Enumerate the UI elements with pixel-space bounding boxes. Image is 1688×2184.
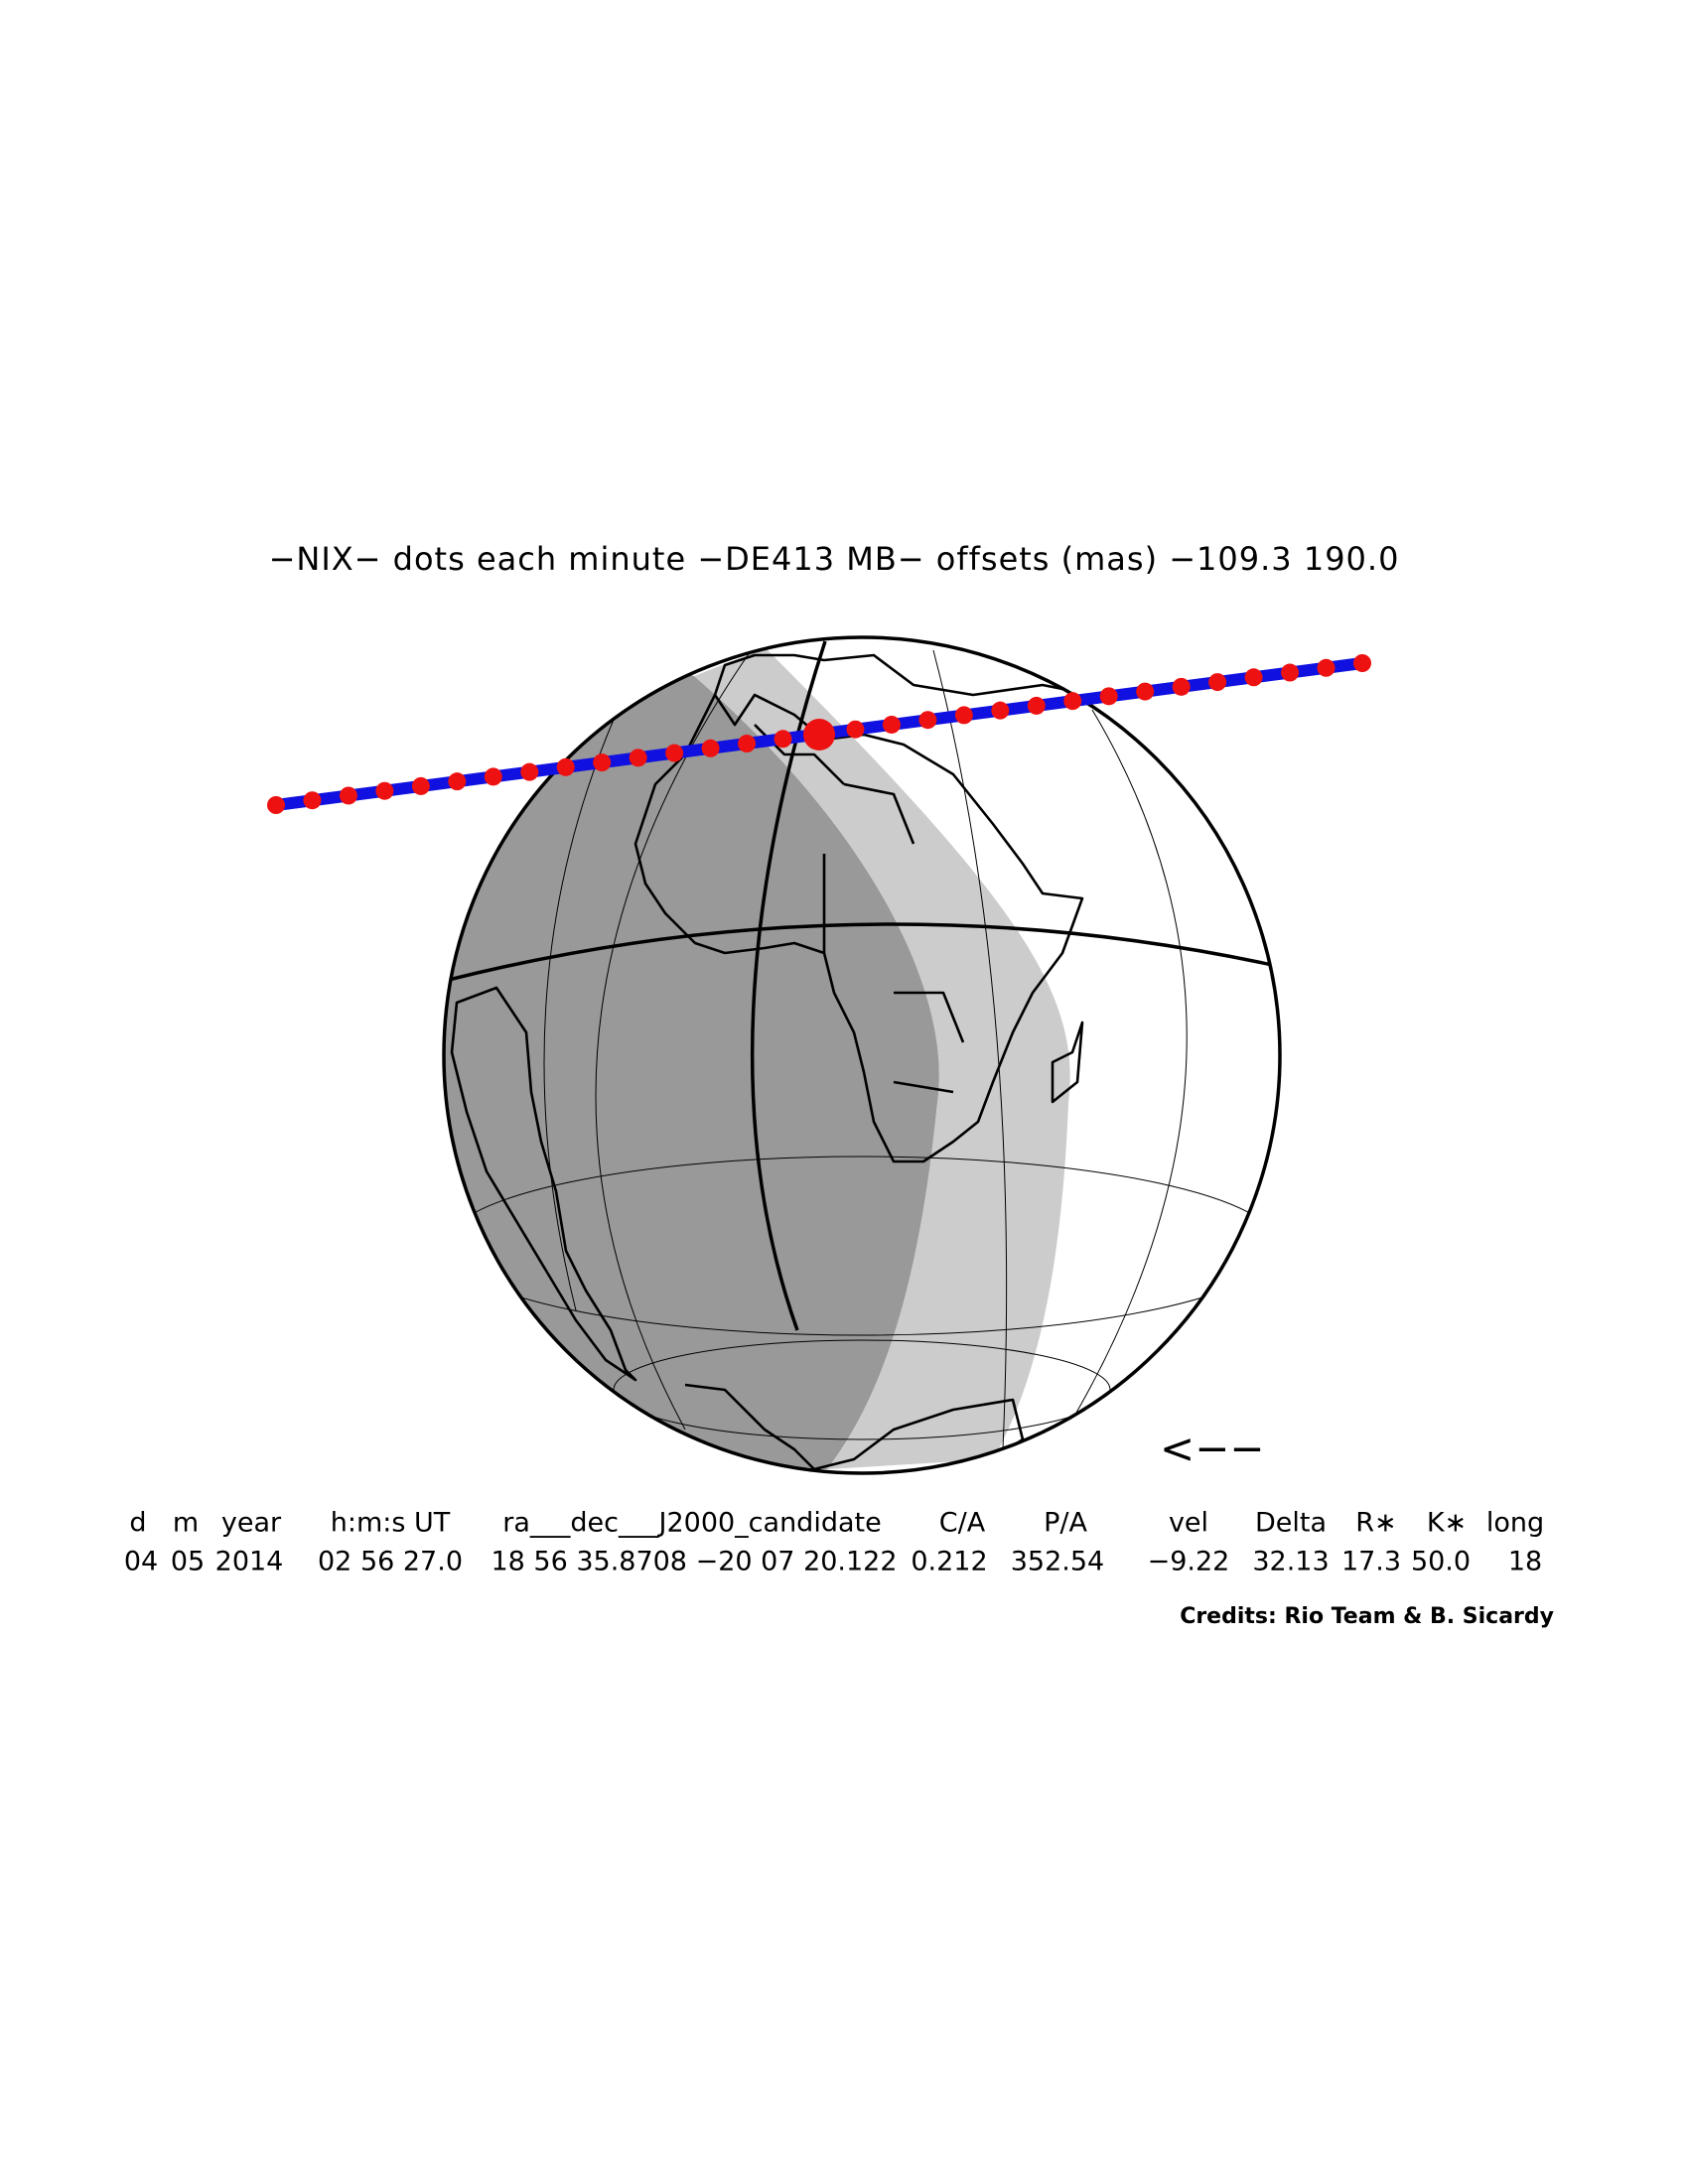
closest-approach-dot [803, 719, 835, 751]
table-header: ra___dec___J2000_candidate [502, 1508, 881, 1539]
table-headers: d m year h:m:s UT ra___dec___J2000_candidate… [129, 1508, 1544, 1539]
table-header: P/A [1044, 1508, 1087, 1539]
minute-dot [593, 753, 612, 772]
minute-dot [1353, 654, 1371, 672]
table-value: 50.0 [1411, 1547, 1471, 1577]
shadow-track [267, 654, 1371, 814]
table-header: vel [1169, 1508, 1208, 1539]
table-values: 04 05 2014 02 56 27.0 18 56 35.8708 −20 07 2… [124, 1547, 1542, 1577]
credits: Credits: Rio Team & B. Sicardy [1180, 1604, 1554, 1629]
table-value: 2014 [215, 1547, 284, 1577]
table-header: K∗ [1427, 1508, 1467, 1539]
minute-dot [882, 715, 901, 734]
minute-dot [484, 767, 502, 786]
table-value: −9.22 [1148, 1547, 1230, 1577]
table-value: 05 [171, 1547, 205, 1577]
minute-dot [339, 786, 357, 805]
globe [442, 635, 1282, 1475]
minute-dot [1027, 696, 1046, 715]
table-header: C/A [939, 1508, 986, 1539]
minute-dot [520, 762, 539, 781]
minute-dot [701, 739, 720, 757]
twilight-region [694, 648, 1070, 1469]
table-value: 18 56 35.8708 −20 07 20.122 [491, 1547, 897, 1577]
minute-dot [556, 757, 575, 776]
table-header: m [173, 1508, 199, 1539]
minute-dot [918, 711, 937, 730]
minute-dot [738, 735, 757, 753]
table-header: long [1486, 1508, 1544, 1539]
minute-dot [991, 701, 1010, 720]
minute-dot [1244, 668, 1263, 687]
table-value: 18 [1508, 1547, 1542, 1577]
minute-dot [954, 706, 973, 725]
minute-dot [411, 776, 430, 795]
minute-dot [629, 749, 647, 767]
minute-dot [846, 720, 865, 739]
minute-dot [1317, 658, 1336, 677]
minute-dot [1281, 663, 1300, 682]
table-value: 02 56 27.0 [318, 1547, 463, 1577]
minute-dot [1172, 677, 1191, 696]
table-header: Delta [1255, 1508, 1327, 1539]
title: −NIX− dots each minute −DE413 MB− offset… [269, 540, 1400, 578]
coastlines [450, 653, 1253, 1471]
minute-dot [1099, 687, 1118, 706]
minute-dot [267, 796, 285, 814]
night-region [444, 637, 939, 1473]
minute-dot [774, 730, 792, 749]
meridian [750, 640, 827, 1331]
table-header: d [129, 1508, 146, 1539]
minute-dot [1063, 692, 1082, 711]
minute-dot [1208, 673, 1227, 692]
minute-dot [303, 791, 322, 810]
minute-dot [665, 744, 684, 762]
table-value: 352.54 [1011, 1547, 1104, 1577]
table-header: R∗ [1355, 1508, 1396, 1539]
table-header: h:m:s UT [331, 1508, 451, 1539]
table-value: 32.13 [1252, 1547, 1329, 1577]
table-value: 04 [124, 1547, 158, 1577]
table-value: 0.212 [911, 1547, 987, 1577]
equator [444, 922, 1280, 985]
direction-arrow: <−− [1160, 1425, 1265, 1473]
minute-dot [375, 781, 394, 800]
minute-dot [448, 772, 467, 791]
table-value: 17.3 [1341, 1547, 1401, 1577]
minute-dot [1136, 682, 1155, 701]
table-header: year [221, 1508, 282, 1539]
